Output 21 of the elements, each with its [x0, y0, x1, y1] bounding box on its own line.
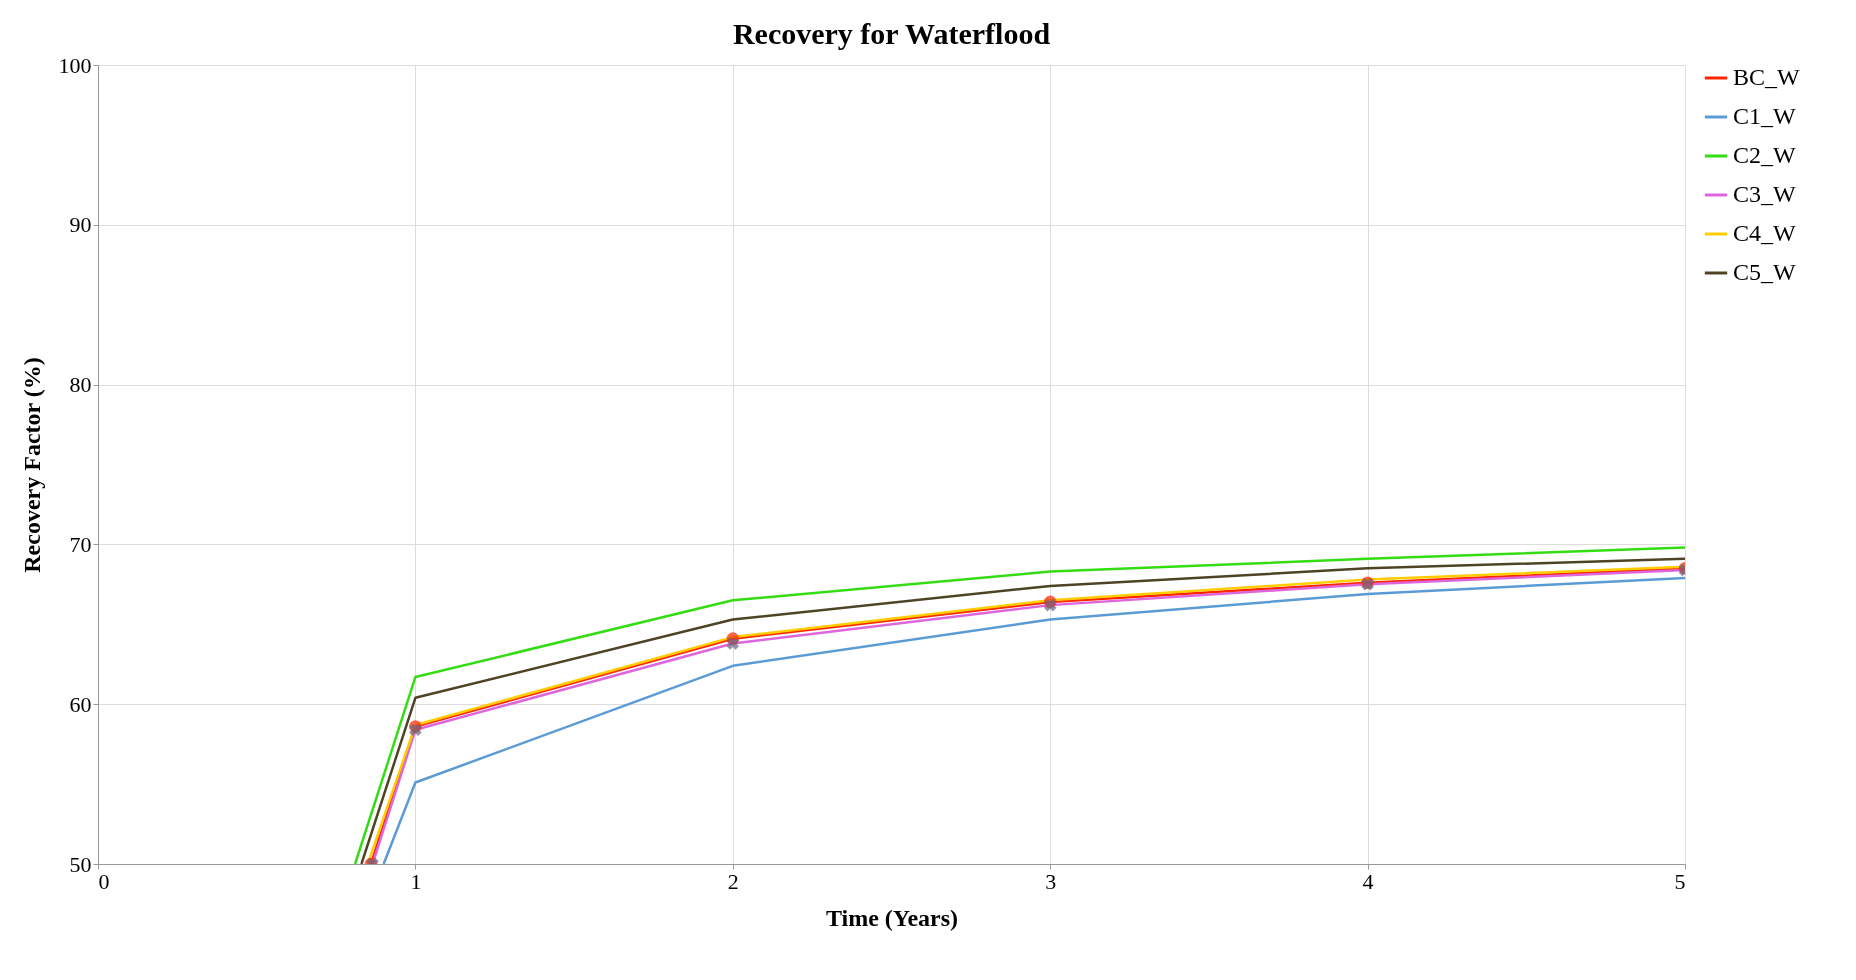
x-tick-label: 0 — [98, 868, 110, 894]
chart-title: Recovery for Waterflood — [732, 17, 1051, 50]
y-tick-label: 50 — [69, 851, 92, 877]
y-tick-label: 60 — [69, 691, 92, 717]
x-tick-label: 5 — [1674, 868, 1686, 894]
x-tick-label: 4 — [1362, 868, 1374, 894]
legend-label: C5_W — [1733, 259, 1797, 285]
legend-label: C1_W — [1733, 103, 1797, 129]
y-tick-label: 80 — [69, 372, 92, 398]
y-tick-label: 90 — [69, 212, 92, 238]
legend-label: C3_W — [1733, 181, 1797, 207]
y-tick-label: 70 — [69, 531, 92, 557]
legend-label: C4_W — [1733, 220, 1797, 246]
x-tick-label: 1 — [410, 868, 422, 894]
y-tick-label: 100 — [58, 52, 92, 78]
y-axis-title: Recovery Factor (%) — [18, 357, 45, 573]
x-axis-title: Time (Years) — [825, 904, 959, 931]
legend-label: BC_W — [1733, 64, 1801, 90]
legend-label: C2_W — [1733, 142, 1797, 168]
x-tick-label: 3 — [1045, 868, 1057, 894]
x-tick-label: 2 — [727, 868, 739, 894]
